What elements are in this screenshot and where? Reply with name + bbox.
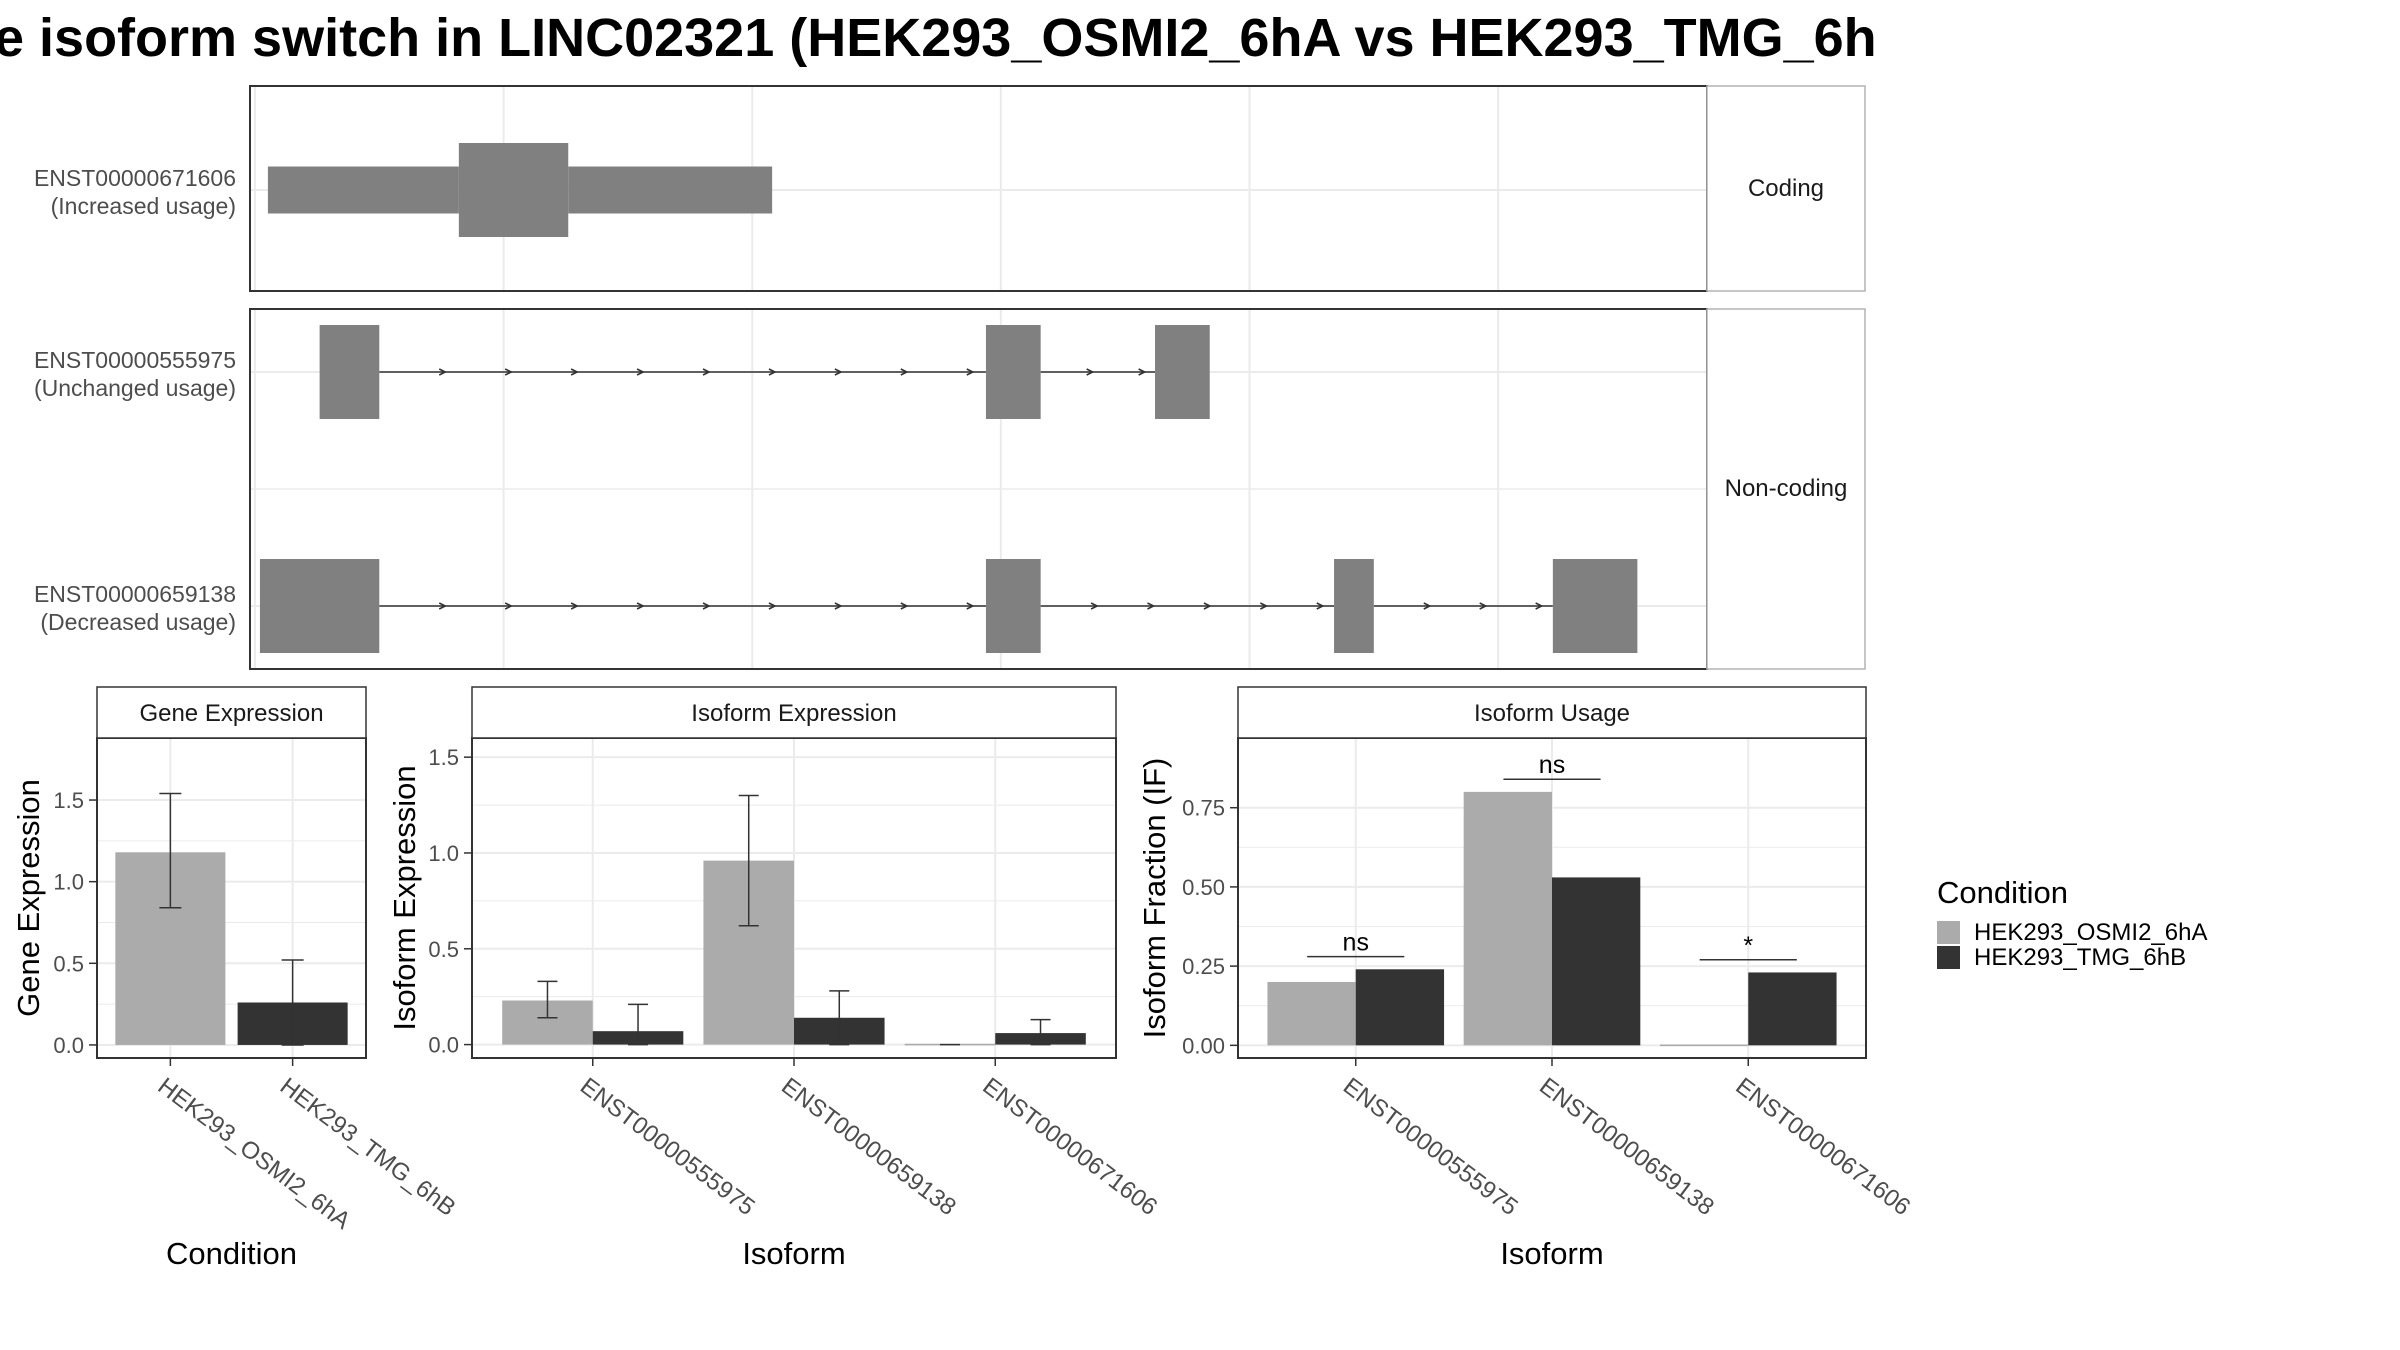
- intron-arrow: [768, 602, 777, 610]
- bar-panel-title: Isoform Usage: [1474, 700, 1630, 727]
- legend-title: Condition: [1937, 875, 2068, 910]
- y-tick-label: 1.5: [53, 788, 84, 813]
- intron-arrow: [636, 368, 645, 376]
- intron-arrow: [834, 602, 843, 610]
- y-tick-label: 0.50: [1182, 875, 1225, 900]
- transcript-id-label: ENST00000555975: [34, 347, 236, 373]
- exon-block: [985, 559, 1041, 653]
- legend-item-label: HEK293_OSMI2_6hA: [1974, 919, 2207, 946]
- exon-block: [1155, 325, 1210, 419]
- x-tick-label: ENST00000555975: [575, 1073, 760, 1221]
- isoform-bar: [1267, 981, 1356, 1046]
- exon-block: [319, 325, 380, 419]
- x-tick-label: ENST00000659138: [1534, 1073, 1719, 1221]
- intron-arrow: [1086, 368, 1095, 376]
- intron-arrow: [900, 368, 909, 376]
- bar-panel-strip: [1237, 686, 1867, 739]
- intron-arrow: [834, 368, 843, 376]
- intron-arrow: [636, 602, 645, 610]
- transcript-usage-label: (Unchanged usage): [34, 375, 236, 401]
- y-tick-label: 0.0: [53, 1033, 84, 1058]
- intron-arrow: [570, 368, 579, 376]
- legend-swatch: [1937, 946, 1960, 969]
- isoform-bar: [1355, 969, 1445, 1046]
- intron-arrow: [1316, 602, 1325, 610]
- intron-arrow: [1090, 602, 1099, 610]
- x-axis-label: Condition: [166, 1236, 297, 1271]
- gene-structure-plot: ENST00000671606(Increased usage) Coding EN…: [34, 85, 1866, 670]
- intron-arrow: [1147, 602, 1156, 610]
- x-tick-label: ENST00000659138: [776, 1073, 961, 1221]
- intron-arrow: [438, 602, 448, 610]
- x-axis-label: Isoform: [1500, 1236, 1603, 1271]
- exon-block: [267, 166, 459, 214]
- intron-arrow: [504, 368, 513, 376]
- intron-arrow: [504, 602, 513, 610]
- exon-block: [985, 325, 1041, 419]
- bar-panel-strip: [471, 686, 1117, 739]
- bar-panel-strip: [96, 686, 367, 739]
- y-tick-label: 0.00: [1182, 1033, 1225, 1058]
- intron-arrow: [966, 602, 975, 610]
- y-tick-label: 0.0: [428, 1033, 459, 1058]
- x-axis-label: Isoform: [742, 1236, 845, 1271]
- facet-strip-label: Coding: [1748, 175, 1824, 202]
- y-tick-label: 0.75: [1182, 796, 1225, 821]
- exon-block: [458, 143, 569, 237]
- exon-block: [259, 559, 380, 653]
- intron-arrow: [900, 602, 909, 610]
- exon-block: [1334, 559, 1374, 653]
- x-tick-label: ENST00000671606: [978, 1073, 1163, 1221]
- intron-arrow: [1423, 602, 1432, 610]
- y-axis-label: Isoform Fraction (IF): [1137, 758, 1172, 1039]
- bar-panel-title: Isoform Expression: [691, 700, 896, 727]
- y-tick-label: 0.25: [1182, 954, 1225, 979]
- isoform-bar: [1659, 1044, 1749, 1047]
- isoform-bar: [1552, 877, 1641, 1046]
- intron-arrow: [966, 368, 975, 376]
- plot-title: e isoform switch in LINC02321 (HEK293_OS…: [0, 8, 1877, 68]
- intron-arrow: [570, 602, 579, 610]
- intron-arrow: [438, 368, 448, 376]
- intron-arrow: [1535, 602, 1544, 610]
- intron-arrow: [1259, 602, 1269, 610]
- transcript-usage-label: (Decreased usage): [40, 609, 236, 635]
- facet-strip-label: Non-coding: [1725, 475, 1848, 502]
- facet-strip: [1706, 85, 1866, 292]
- significance-label: ns: [1539, 751, 1565, 779]
- x-tick-label: ENST00000671606: [1731, 1073, 1916, 1221]
- exon-block: [1552, 559, 1638, 653]
- significance-label: ns: [1343, 929, 1369, 957]
- bar-panel-title: Gene Expression: [139, 700, 323, 727]
- isoform-bar: [1463, 791, 1552, 1046]
- intron-arrow: [1203, 602, 1212, 610]
- transcript-id-label: ENST00000671606: [34, 165, 236, 191]
- legend-swatch: [1937, 921, 1960, 944]
- y-tick-label: 1.5: [428, 745, 459, 770]
- x-tick-label: ENST00000555975: [1338, 1073, 1523, 1221]
- y-tick-label: 1.0: [428, 841, 459, 866]
- intron-arrow: [702, 602, 711, 610]
- significance-label: *: [1743, 932, 1753, 960]
- intron-arrow: [768, 368, 777, 376]
- intron-arrow: [1479, 602, 1488, 610]
- bar-plots: Gene Expression0.00.51.01.5HEK293_OSMI2_…: [11, 686, 1916, 1271]
- isoform-bar: [1748, 972, 1837, 1046]
- intron-arrow: [702, 368, 711, 376]
- y-tick-label: 1.0: [53, 870, 84, 895]
- y-tick-label: 0.5: [53, 951, 84, 976]
- y-tick-label: 0.5: [428, 937, 459, 962]
- facet-strip: [1706, 308, 1866, 670]
- intron-arrow: [1138, 368, 1147, 376]
- transcript-id-label: ENST00000659138: [34, 581, 236, 607]
- y-axis-label: Gene Expression: [11, 779, 46, 1017]
- legend-item-label: HEK293_TMG_6hB: [1974, 944, 2186, 971]
- y-axis-label: Isoform Expression: [387, 765, 422, 1030]
- exon-block: [568, 166, 773, 214]
- transcript-usage-label: (Increased usage): [51, 193, 236, 219]
